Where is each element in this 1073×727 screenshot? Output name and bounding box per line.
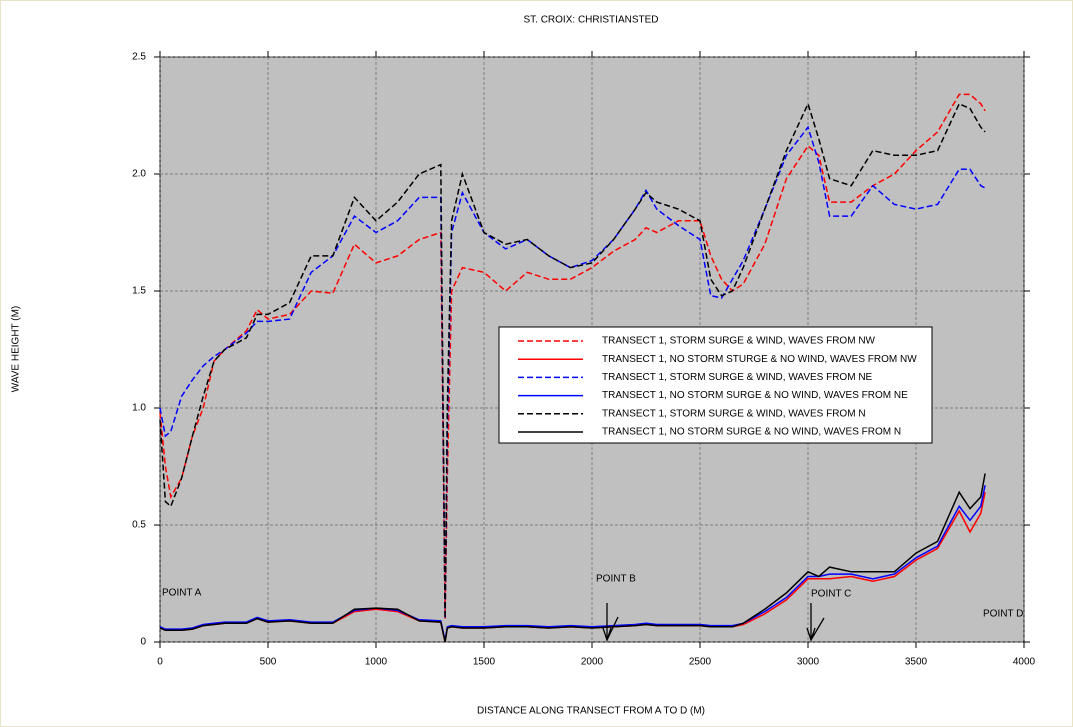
arrow-b: [602, 603, 619, 643]
x-tick-label: 2500: [689, 657, 712, 668]
y-axis-label: WAVE HEIGHT (M): [11, 306, 22, 392]
x-tick-label: 500: [260, 657, 277, 668]
legend-label: TRANSECT 1, NO STORM STURGE & NO WIND, W…: [602, 354, 917, 365]
y-tick-label: 2.0: [132, 169, 146, 180]
y-tick-label: 2.5: [132, 52, 146, 63]
annotation: POINT D: [983, 609, 1023, 620]
x-axis-label: DISTANCE ALONG TRANSECT FROM A TO D (M): [477, 706, 705, 717]
x-tick-label: 4000: [1013, 657, 1036, 668]
x-tick-label: 3500: [905, 657, 928, 668]
arrows: [602, 603, 825, 643]
y-tick-label: 1.0: [132, 403, 146, 414]
annotation: POINT C: [811, 589, 851, 600]
x-tick-label: 1500: [473, 657, 496, 668]
series-line: [159, 473, 986, 643]
legend-label: TRANSECT 1, STORM SURGE & WIND, WAVES FR…: [602, 408, 866, 419]
series-line: [159, 101, 986, 619]
y-tick-label: 1.5: [132, 286, 146, 297]
x-tick-label: 2000: [581, 657, 604, 668]
lines: [159, 93, 986, 643]
legend-label: TRANSECT 1, STORM SURGE & WIND, WAVES FR…: [602, 336, 876, 347]
y-tick-label: 0: [140, 637, 146, 648]
legend-label: TRANSECT 1, NO STORM SURGE & NO WIND, WA…: [602, 390, 908, 401]
legend-label: TRANSECT 1, STORM SURGE & WIND, WAVES FR…: [602, 372, 873, 383]
arrow-c: [806, 603, 825, 643]
x-tick-label: 0: [157, 657, 163, 668]
legend-box: [498, 326, 933, 444]
y-tick-label: 0.5: [132, 520, 146, 531]
series-line: [159, 93, 986, 619]
legend: TRANSECT 1, STORM SURGE & WIND, WAVES FR…: [498, 326, 933, 444]
chart-title: ST. CROIX: CHRISTIANSTED: [523, 15, 658, 26]
annotation: POINT A: [162, 588, 202, 599]
x-tick-label: 1000: [365, 657, 388, 668]
annotation: POINT B: [596, 574, 636, 585]
x-tick-label: 3000: [797, 657, 820, 668]
legend-label: TRANSECT 1, NO STORM SURGE & NO WIND, WA…: [602, 427, 901, 438]
series-line: [159, 485, 986, 641]
